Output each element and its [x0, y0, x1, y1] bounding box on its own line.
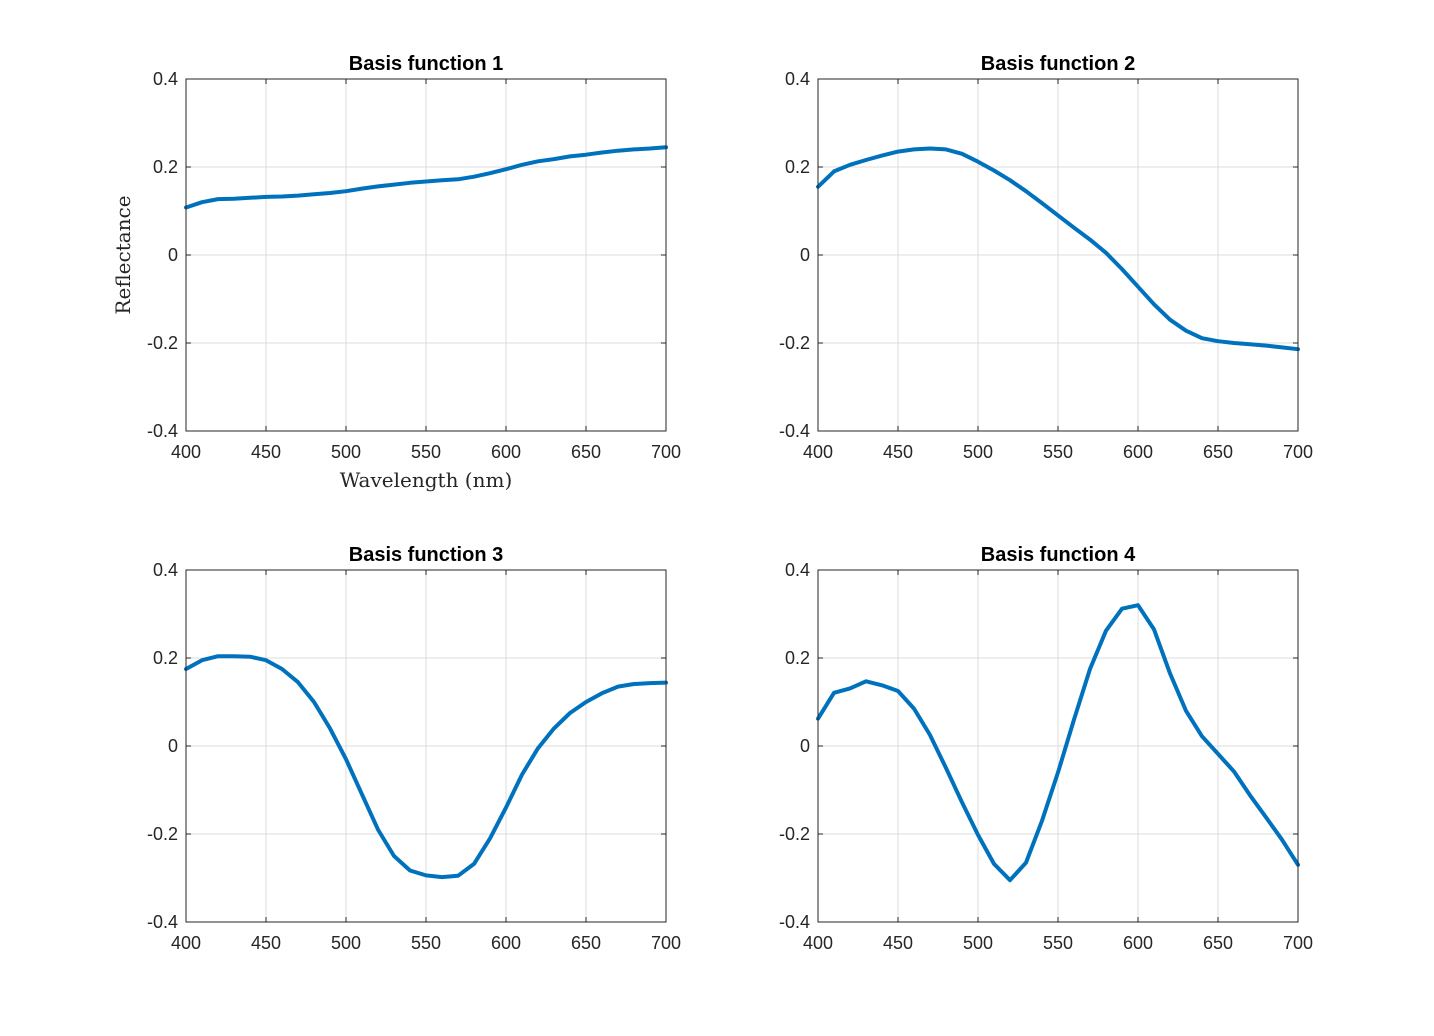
x-tick-label: 700 — [651, 933, 681, 953]
y-tick-label: 0.4 — [153, 69, 178, 89]
x-tick-label: 700 — [1283, 442, 1313, 462]
y-tick-label: -0.4 — [147, 912, 178, 932]
series-line — [816, 603, 1300, 883]
x-tick-label: 500 — [963, 933, 993, 953]
x-tick-label: 550 — [1043, 442, 1073, 462]
subplot-title: Basis function 1 — [349, 53, 503, 75]
y-tick-label: -0.2 — [779, 824, 810, 844]
y-tick-label: -0.4 — [779, 912, 810, 932]
y-tick-label: 0.2 — [153, 648, 178, 668]
y-tick-label: -0.4 — [779, 421, 810, 441]
y-tick-label: 0.4 — [785, 560, 810, 580]
x-tick-label: 400 — [171, 442, 201, 462]
x-tick-label: 650 — [571, 442, 601, 462]
x-tick-label: 400 — [803, 442, 833, 462]
x-tick-label: 700 — [651, 442, 681, 462]
x-tick-label: 550 — [411, 442, 441, 462]
subplot-title: Basis function 2 — [981, 53, 1135, 75]
x-tick-label: 550 — [1043, 933, 1073, 953]
y-tick-label: 0 — [800, 245, 810, 265]
y-tick-label: 0 — [168, 736, 178, 756]
subplot-title: Basis function 4 — [981, 544, 1136, 566]
subplot-3: 400 450 500 550 600 650 700 -0.4 -0.2 0 0.2 0.4 Basi… — [147, 544, 681, 953]
y-tick-label: -0.2 — [779, 333, 810, 353]
axes-box — [817, 78, 1299, 432]
y-tick-label: 0.4 — [153, 560, 178, 580]
x-tick-label: 600 — [491, 442, 521, 462]
x-tick-label: 450 — [883, 933, 913, 953]
x-tick-label: 650 — [1203, 442, 1233, 462]
x-axis-label: Wavelength (nm) — [340, 468, 513, 492]
subplot-1: 400 450 500 550 600 650 700 -0.4 -0.2 0 0.2 0.4 Basi… — [111, 53, 681, 492]
x-tick-label: 450 — [251, 442, 281, 462]
x-tick-label: 600 — [1123, 442, 1153, 462]
y-tick-label: -0.2 — [147, 824, 178, 844]
x-tick-label: 650 — [1203, 933, 1233, 953]
x-tick-label: 450 — [883, 442, 913, 462]
x-tick-label: 500 — [331, 933, 361, 953]
y-tick-label: 0.2 — [785, 157, 810, 177]
x-tick-label: 600 — [491, 933, 521, 953]
x-tick-label: 500 — [963, 442, 993, 462]
series-line — [184, 145, 668, 210]
y-tick-label: 0.2 — [785, 648, 810, 668]
x-tick-label: 450 — [251, 933, 281, 953]
y-tick-label: 0.2 — [153, 157, 178, 177]
x-tick-label: 650 — [571, 933, 601, 953]
axes-box — [185, 78, 667, 432]
y-tick-label: 0 — [168, 245, 178, 265]
x-tick-label: 500 — [331, 442, 361, 462]
x-tick-label: 700 — [1283, 933, 1313, 953]
y-tick-label: -0.4 — [147, 421, 178, 441]
y-tick-label: 0 — [800, 736, 810, 756]
series-line — [184, 654, 668, 880]
x-tick-label: 400 — [803, 933, 833, 953]
x-tick-label: 550 — [411, 933, 441, 953]
series-line — [816, 146, 1300, 352]
subplot-2: 400 450 500 550 600 650 700 -0.4 -0.2 0 0.2 0.4 Basi… — [779, 53, 1313, 462]
x-tick-label: 400 — [171, 933, 201, 953]
axes-box — [817, 569, 1299, 923]
x-tick-label: 600 — [1123, 933, 1153, 953]
y-axis-label: Reflectance — [111, 195, 135, 314]
axes-box — [185, 569, 667, 923]
subplot-4: 400 450 500 550 600 650 700 -0.4 -0.2 0 0.2 0.4 Basi… — [779, 544, 1313, 953]
subplot-title: Basis function 3 — [349, 544, 503, 566]
y-tick-label: -0.2 — [147, 333, 178, 353]
y-tick-label: 0.4 — [785, 69, 810, 89]
